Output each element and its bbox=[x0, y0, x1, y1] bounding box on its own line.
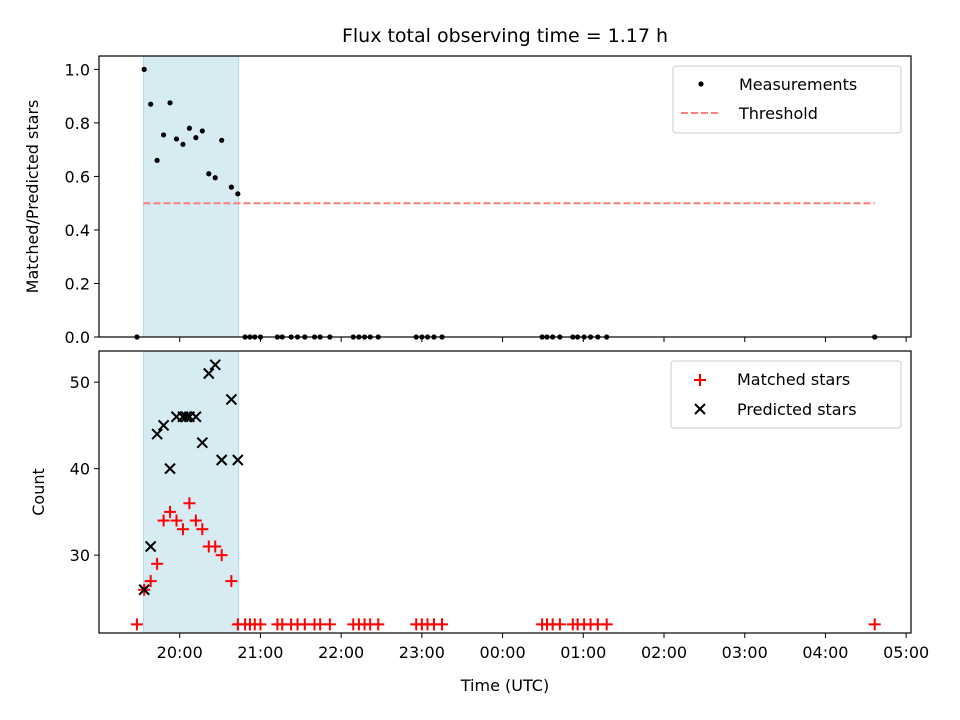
highlight-span-bottom bbox=[142, 350, 240, 634]
x-tick-label: 00:00 bbox=[480, 643, 526, 662]
predicted-star-point bbox=[151, 428, 163, 440]
matched-star-point bbox=[600, 618, 613, 631]
measurement-point bbox=[199, 128, 205, 134]
measurement-point bbox=[141, 66, 147, 72]
measurement-point bbox=[228, 184, 234, 190]
y-tick-label: 0.6 bbox=[65, 167, 90, 186]
y-tick-label: 0.4 bbox=[65, 221, 90, 240]
matched-star-point bbox=[553, 618, 566, 631]
legend-measurements-label: Measurements bbox=[739, 75, 857, 94]
predicted-star-point bbox=[196, 436, 209, 449]
predicted-star-point bbox=[164, 462, 176, 475]
legend-predicted-label: Predicted stars bbox=[737, 400, 857, 419]
measurement-point bbox=[154, 157, 160, 163]
matched-star-point bbox=[151, 557, 164, 570]
ratio-x-ticks bbox=[179, 337, 907, 342]
legend-matched-marker bbox=[694, 374, 706, 386]
measurement-point bbox=[160, 132, 167, 138]
ratio-y-label: Matched/Predicted stars bbox=[23, 100, 42, 294]
count-x-ticks: 20:00 21:00 22:00 23:00 00:00 01:00 02:00 03:00… bbox=[157, 633, 929, 662]
matched-star-point bbox=[372, 618, 385, 631]
y-tick-label: 0.2 bbox=[65, 274, 90, 293]
x-tick-label: 22:00 bbox=[318, 643, 364, 662]
matched-star-point bbox=[323, 618, 336, 631]
count-axes-frame bbox=[98, 350, 912, 634]
measurement-point bbox=[206, 171, 212, 177]
x-tick-label: 03:00 bbox=[722, 643, 768, 662]
x-tick-label: 20:00 bbox=[157, 643, 203, 662]
predicted-star-point bbox=[215, 454, 228, 466]
matched-star-point bbox=[157, 514, 170, 527]
measurement-point bbox=[212, 175, 218, 181]
matched-star-point bbox=[176, 523, 189, 536]
count-subplot: 30 40 50 20:00 21:00 22:00 23:00 00:00 01:00 02:… bbox=[29, 350, 929, 695]
x-tick-label: 04:00 bbox=[802, 643, 848, 662]
legend-measurements-marker bbox=[698, 81, 704, 87]
predicted-star-point bbox=[190, 411, 202, 423]
measurement-point bbox=[219, 137, 225, 143]
measurement-point bbox=[235, 191, 241, 197]
measurement-point bbox=[148, 101, 154, 107]
y-tick-label: 30 bbox=[70, 546, 90, 565]
y-tick-label: 50 bbox=[70, 373, 90, 392]
count-y-ticks: 30 40 50 bbox=[70, 373, 99, 565]
predicted-star-point bbox=[209, 359, 221, 371]
matched-star-point bbox=[436, 618, 449, 631]
count-legend-box bbox=[670, 360, 902, 429]
matched-star-point bbox=[189, 514, 202, 527]
x-tick-label: 01:00 bbox=[560, 643, 606, 662]
ratio-subplot: 0.0 0.2 0.4 0.6 0.8 1.0 Matched/Predicted sta… bbox=[23, 55, 912, 347]
predicted-star-point bbox=[144, 540, 157, 553]
measurement-point bbox=[193, 135, 199, 141]
matched-star-point bbox=[183, 497, 196, 510]
predicted-star-point bbox=[157, 419, 170, 432]
matched-star-point bbox=[868, 618, 881, 631]
x-axis-label: Time (UTC) bbox=[460, 676, 549, 695]
ratio-y-ticks: 0.0 0.2 0.4 0.6 0.8 1.0 bbox=[65, 60, 99, 347]
x-tick-label: 21:00 bbox=[237, 643, 283, 662]
x-tick-label: 05:00 bbox=[883, 643, 929, 662]
legend-threshold-label: Threshold bbox=[738, 104, 818, 123]
measurement-point bbox=[186, 125, 193, 131]
measurement-point bbox=[167, 100, 173, 106]
predicted-star-point bbox=[203, 367, 215, 380]
x-tick-label: 23:00 bbox=[399, 643, 445, 662]
matched-star-point bbox=[225, 575, 238, 588]
predicted-star-point bbox=[225, 393, 238, 406]
matched-star-point bbox=[209, 540, 222, 553]
predicted-star-point bbox=[180, 411, 192, 423]
count-y-label: Count bbox=[29, 468, 48, 516]
ratio-legend: Measurements Threshold bbox=[672, 65, 902, 134]
predicted-star-point bbox=[138, 584, 150, 596]
chart-title: Flux total observing time = 1.17 h bbox=[342, 25, 668, 47]
matched-star-point bbox=[130, 618, 143, 631]
measurement-point bbox=[173, 136, 180, 142]
matched-star-point bbox=[254, 618, 267, 631]
y-tick-label: 40 bbox=[70, 460, 90, 479]
y-tick-label: 1.0 bbox=[65, 60, 90, 79]
matched-star-point bbox=[215, 549, 228, 562]
measurement-point bbox=[180, 141, 186, 147]
y-tick-label: 0.8 bbox=[65, 114, 90, 133]
ratio-axes-frame bbox=[98, 55, 912, 338]
count-series bbox=[130, 359, 881, 631]
legend-matched-label: Matched stars bbox=[737, 370, 850, 389]
predicted-star-point bbox=[232, 454, 244, 466]
ratio-legend-box bbox=[672, 65, 902, 134]
highlight-span-top bbox=[142, 55, 240, 338]
y-tick-label: 0.0 bbox=[65, 328, 90, 347]
matched-star-point bbox=[170, 514, 183, 527]
matched-star-point bbox=[144, 575, 157, 588]
x-tick-label: 02:00 bbox=[641, 643, 687, 662]
matched-star-point bbox=[164, 505, 177, 518]
matched-star-point bbox=[196, 523, 209, 536]
count-legend: Matched stars Predicted stars bbox=[670, 360, 902, 429]
legend-predicted-marker bbox=[694, 403, 706, 415]
